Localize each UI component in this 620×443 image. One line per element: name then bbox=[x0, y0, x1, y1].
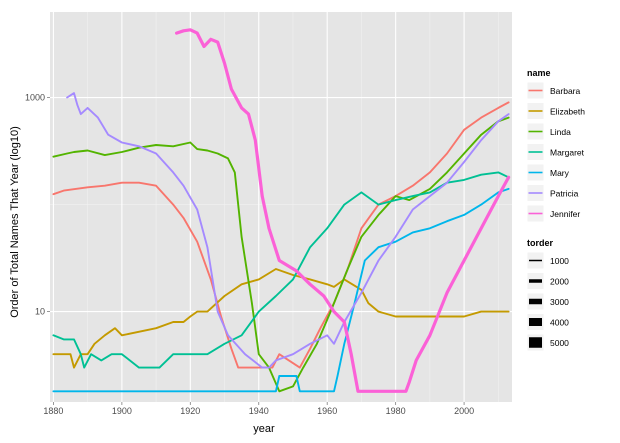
size-legend-key-swatch bbox=[529, 318, 542, 326]
series-line-linda bbox=[52, 116, 510, 393]
x-tick-label: 2000 bbox=[454, 406, 474, 416]
size-legend-key-swatch bbox=[529, 259, 542, 262]
legend-label-barbara: Barbara bbox=[550, 86, 581, 96]
x-axis-title: year bbox=[253, 423, 275, 435]
size-legend-label: 4000 bbox=[550, 318, 569, 328]
size-legend-label: 3000 bbox=[550, 297, 569, 307]
series-line-barbara bbox=[52, 101, 510, 369]
series-line-mary bbox=[52, 187, 510, 393]
series-line-elizabeth bbox=[52, 268, 510, 369]
series-layer bbox=[52, 28, 511, 393]
size-legend-title: torder bbox=[527, 238, 554, 248]
y-tick-label: 10 bbox=[35, 307, 45, 317]
x-tick-label: 1920 bbox=[180, 406, 200, 416]
x-tick-label: 1880 bbox=[43, 406, 63, 416]
major-gridlines bbox=[50, 12, 512, 402]
series-line-patricia bbox=[66, 92, 510, 369]
y-axis: 10 1000 bbox=[25, 93, 50, 317]
size-legend-label: 5000 bbox=[550, 338, 569, 348]
legend-label-linda: Linda bbox=[550, 127, 571, 137]
series-line-margaret bbox=[52, 171, 510, 369]
size-legend: torder 1000 2000 3000 4000 5000 bbox=[526, 238, 569, 352]
legend-label-margaret: Margaret bbox=[550, 148, 585, 158]
color-legend: name Barbara Elizabeth Linda Margaret Mary Pa… bbox=[526, 68, 585, 223]
x-axis: 1880 1900 1920 1940 1960 1980 2000 bbox=[43, 402, 474, 416]
panel-background bbox=[50, 12, 512, 402]
legend-label-mary: Mary bbox=[550, 168, 570, 178]
legend-label-elizabeth: Elizabeth bbox=[550, 107, 585, 117]
size-legend-key-swatch bbox=[529, 337, 542, 348]
size-legend-label: 1000 bbox=[550, 256, 569, 266]
size-legend-key-swatch bbox=[529, 279, 542, 283]
x-tick-label: 1980 bbox=[386, 406, 406, 416]
x-tick-label: 1960 bbox=[317, 406, 337, 416]
y-axis-title: Order of Total Names That Year (log10) bbox=[9, 126, 21, 318]
x-tick-label: 1940 bbox=[249, 406, 269, 416]
size-legend-label: 2000 bbox=[550, 277, 569, 287]
y-tick-label: 1000 bbox=[25, 93, 45, 103]
size-legend-key-swatch bbox=[529, 298, 542, 305]
x-tick-label: 1900 bbox=[112, 406, 132, 416]
series-line-jennifer bbox=[175, 28, 511, 393]
minor-gridlines bbox=[50, 12, 512, 402]
legend-label-patricia: Patricia bbox=[550, 189, 579, 199]
legend-label-jennifer: Jennifer bbox=[550, 209, 580, 219]
color-legend-title: name bbox=[527, 68, 551, 78]
